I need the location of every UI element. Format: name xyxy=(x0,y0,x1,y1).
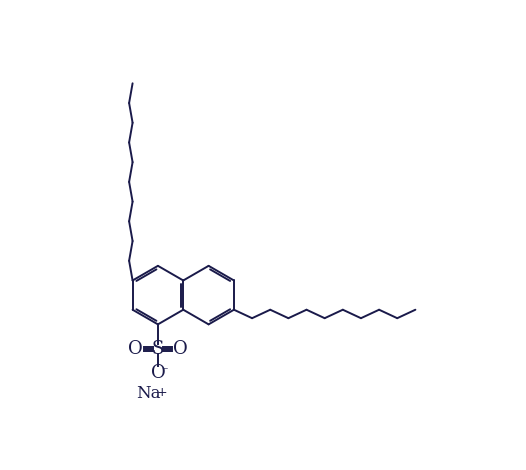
Text: O: O xyxy=(128,340,143,358)
Text: ⁻: ⁻ xyxy=(161,365,168,378)
Text: O: O xyxy=(173,340,188,358)
Text: Na: Na xyxy=(136,385,161,402)
Text: +: + xyxy=(156,385,167,399)
Text: O: O xyxy=(150,364,165,382)
Text: S: S xyxy=(151,340,164,358)
